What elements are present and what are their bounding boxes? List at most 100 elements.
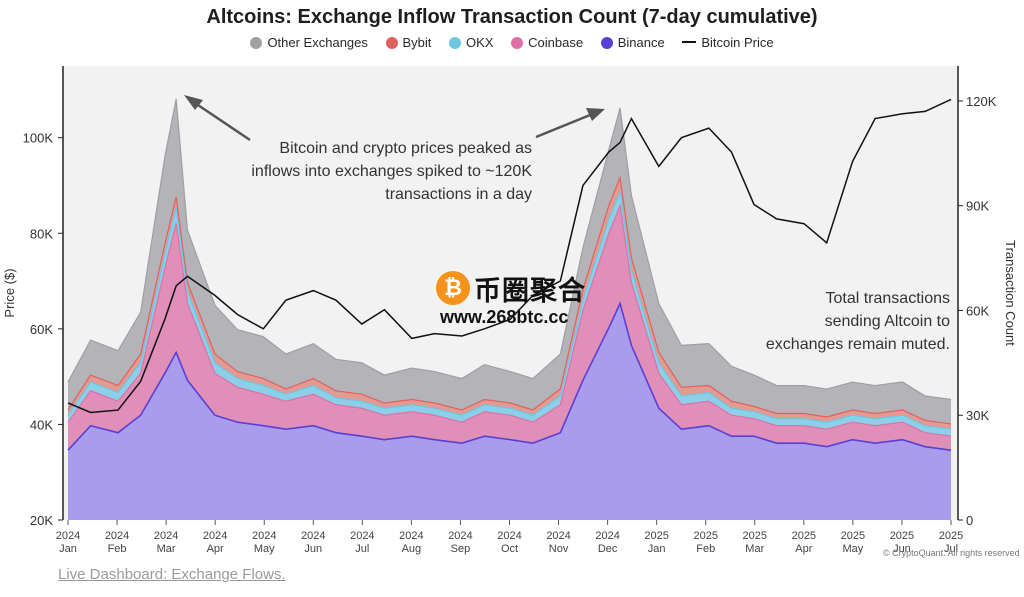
annotation-muted-line-1: Total transactions: [825, 290, 950, 307]
watermark-name: 币圈聚合: [474, 276, 586, 306]
left-tick-label: 60K: [30, 322, 53, 337]
x-tick-month: Sep: [451, 543, 471, 555]
x-tick-month: Jun: [304, 543, 322, 555]
x-tick-year: 2024: [448, 530, 472, 542]
x-tick-year: 2024: [350, 530, 374, 542]
legend-swatch-coinbase: [511, 37, 524, 49]
right-axis-title: Transaction Count: [1003, 240, 1018, 346]
x-tick-year: 2024: [301, 530, 325, 542]
legend-swatch-binance: [600, 37, 613, 49]
x-tick-year: 2024: [546, 530, 570, 542]
stacked-areas: [68, 99, 951, 520]
annotation-peak-line-2: inflows into exchanges spiked to ~120K: [251, 163, 532, 180]
x-tick-year: 2024: [105, 530, 129, 542]
x-tick-month: Apr: [207, 543, 224, 555]
x-tick-month: Jun: [893, 543, 911, 555]
x-tick-year: 2024: [154, 530, 178, 542]
x-tick-year: 2025: [792, 530, 816, 542]
legend-item-binance[interactable]: Binance: [600, 35, 665, 50]
x-tick-year: 2024: [595, 530, 619, 542]
left-tick-label: 80K: [30, 226, 53, 241]
x-tick-year: 2024: [56, 530, 80, 542]
arrow-peak-right-head: [586, 108, 605, 121]
left-axis-title: Price ($): [2, 268, 17, 317]
x-tick-year: 2024: [497, 530, 521, 542]
legend-label-bybit: Bybit: [402, 35, 432, 50]
legend: Other Exchanges Bybit OKX Coinbase Binan…: [0, 35, 1024, 50]
legend-item-other-exchanges[interactable]: Other Exchanges: [250, 35, 368, 50]
bitcoin-price-line: [67, 98, 952, 414]
annotation-peak-line-1: Bitcoin and crypto prices peaked as: [279, 140, 532, 157]
copyright-credit: © CryptoQuant. All rights reserved: [883, 548, 1020, 558]
area-other-exchanges: [68, 99, 951, 424]
x-tick-month: Jul: [944, 543, 958, 555]
x-tick-year: 2025: [644, 530, 668, 542]
right-tick-label: 0: [966, 513, 973, 528]
left-tick-label: 20K: [30, 513, 53, 528]
series-line-bybit: [67, 175, 952, 425]
x-tick-month: Jul: [355, 543, 369, 555]
watermark-url: www.268btc.cc: [440, 307, 569, 327]
area-binance: [68, 303, 951, 520]
right-tick-label: 90K: [966, 199, 989, 214]
x-tick-year: 2025: [841, 530, 865, 542]
legend-item-bybit[interactable]: Bybit: [385, 35, 432, 50]
x-tick-year: 2025: [693, 530, 717, 542]
arrow-peak-left-head: [184, 95, 203, 110]
legend-item-okx[interactable]: OKX: [449, 35, 494, 50]
legend-label-okx: OKX: [466, 35, 494, 50]
legend-swatch-bitcoin-price: [682, 41, 697, 43]
bitcoin-coin-icon: ₿: [436, 271, 470, 305]
legend-label-other: Other Exchanges: [267, 35, 368, 50]
legend-swatch-other: [250, 37, 263, 49]
x-tick-month: Feb: [696, 543, 715, 555]
series-lines: [67, 99, 952, 451]
annotation-arrows: [184, 95, 605, 142]
x-tick-labels: 2024Jan2024Feb2024Mar2024Apr2024May2024J…: [56, 520, 963, 555]
series-line-coinbase: [67, 203, 952, 437]
x-tick-month: Dec: [598, 543, 618, 555]
annotation-muted-line-3: exchanges remain muted.: [765, 336, 950, 353]
x-tick-year: 2024: [203, 530, 227, 542]
series-line-other-exchanges: [67, 99, 952, 401]
x-tick-month: Nov: [549, 543, 569, 555]
x-tick-month: Aug: [402, 543, 422, 555]
legend-item-bitcoin-price[interactable]: Bitcoin Price: [682, 35, 774, 50]
x-tick-month: Apr: [795, 543, 812, 555]
bitcoin-price-line-group: [67, 98, 952, 414]
right-tick-label: 30K: [966, 408, 989, 423]
annotation-peak-line-3: transactions in a day: [385, 186, 532, 203]
annotation-peak: Bitcoin and crypto prices peaked as infl…: [220, 137, 532, 206]
annotation-muted: Total transactions sending Altcoin to ex…: [700, 287, 950, 356]
x-tick-month: Jan: [648, 543, 666, 555]
x-tick-year: 2025: [939, 530, 963, 542]
series-line-okx: [67, 189, 952, 430]
legend-label-coinbase: Coinbase: [528, 35, 584, 50]
live-dashboard-link[interactable]: Live Dashboard: Exchange Flows.: [58, 566, 286, 583]
left-tick-label: 100K: [23, 131, 54, 146]
right-tick-label: 120K: [966, 94, 997, 109]
legend-label-bitcoin-price: Bitcoin Price: [701, 35, 774, 50]
legend-label-binance: Binance: [617, 35, 665, 50]
chart-title: Altcoins: Exchange Inflow Transaction Co…: [206, 6, 818, 28]
x-tick-year: 2024: [399, 530, 423, 542]
annotation-muted-line-2: sending Altcoin to: [824, 313, 950, 330]
legend-item-coinbase[interactable]: Coinbase: [511, 35, 583, 50]
x-tick-month: May: [254, 543, 275, 555]
axes: [62, 66, 959, 520]
x-tick-month: Mar: [745, 543, 764, 555]
x-tick-year: 2025: [890, 530, 914, 542]
arrow-peak-left: [191, 99, 251, 142]
left-tick-label: 40K: [30, 417, 53, 432]
x-tick-month: Feb: [108, 543, 127, 555]
legend-swatch-okx: [449, 37, 462, 49]
legend-swatch-bybit: [385, 37, 398, 49]
x-tick-month: Jan: [59, 543, 77, 555]
area-coinbase: [68, 205, 951, 451]
x-tick-month: Mar: [157, 543, 176, 555]
x-tick-year: 2025: [743, 530, 767, 542]
series-line-binance: [67, 301, 952, 451]
watermark-logo: ₿ 币圈聚合 www.268btc.cc: [436, 271, 596, 331]
right-tick-label: 60K: [966, 303, 989, 318]
